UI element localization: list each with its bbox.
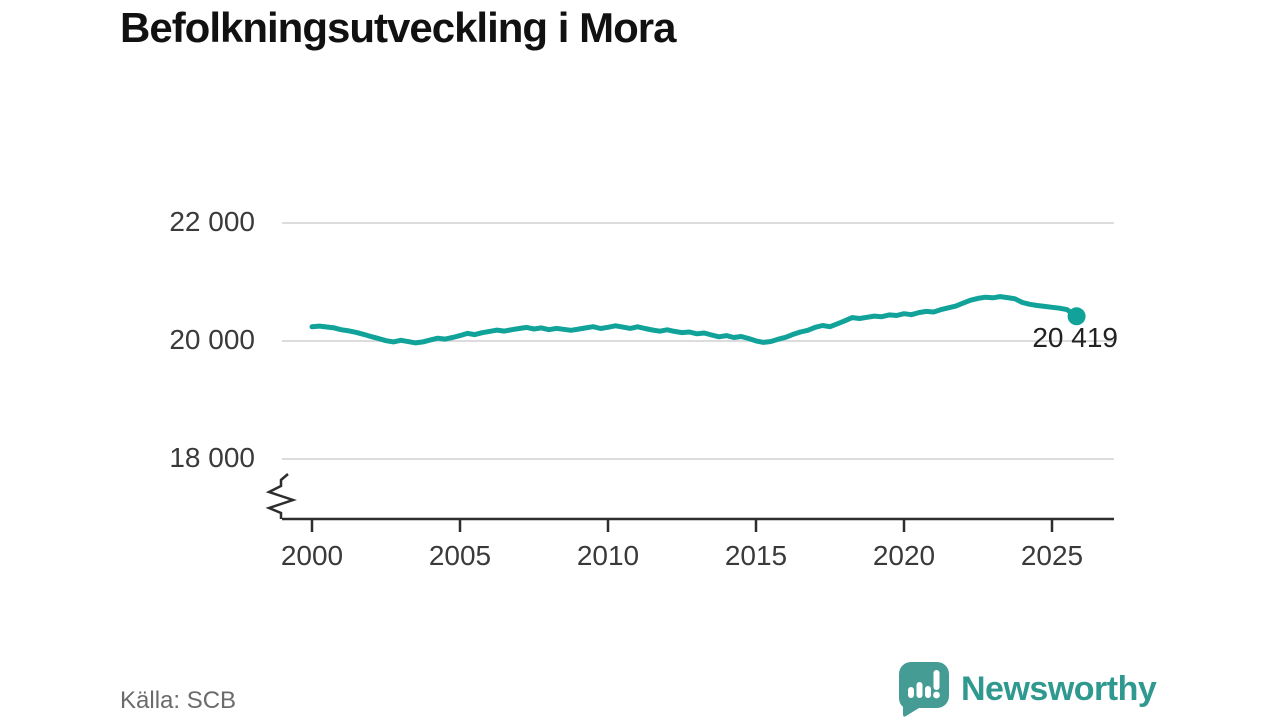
axis-break-line [265,473,297,519]
x-tick-label-2015: 2015 [724,540,788,571]
x-axis [282,517,1114,532]
logo-bars [908,670,940,699]
population-line [309,294,1080,346]
x-tick-label-2005: 2005 [428,540,492,571]
x-tick-label-2000: 2000 [280,540,344,571]
axis-break-zigzag [265,473,297,519]
x-tick-label-2025: 2025 [1020,540,1084,571]
y-tick-label-20000: 20 000 [169,324,255,355]
chart-title: Befolkningsutveckling i Mora [120,4,676,51]
newsworthy-logo-text: Newsworthy [961,670,1157,708]
y-tick-label-22000: 22 000 [169,206,255,237]
last-value-annotation: 20 419 [1032,322,1118,353]
source-caption: Källa: SCB [120,687,237,714]
newsworthy-logo: Newsworthy [895,661,1157,718]
y-tick-label-18000: 18 000 [169,442,255,473]
last-point-dot [1067,307,1086,326]
newsworthy-logo-icon [898,662,949,717]
x-tick-label-2010: 2010 [576,540,640,571]
x-tick-label-2020: 2020 [872,540,936,571]
